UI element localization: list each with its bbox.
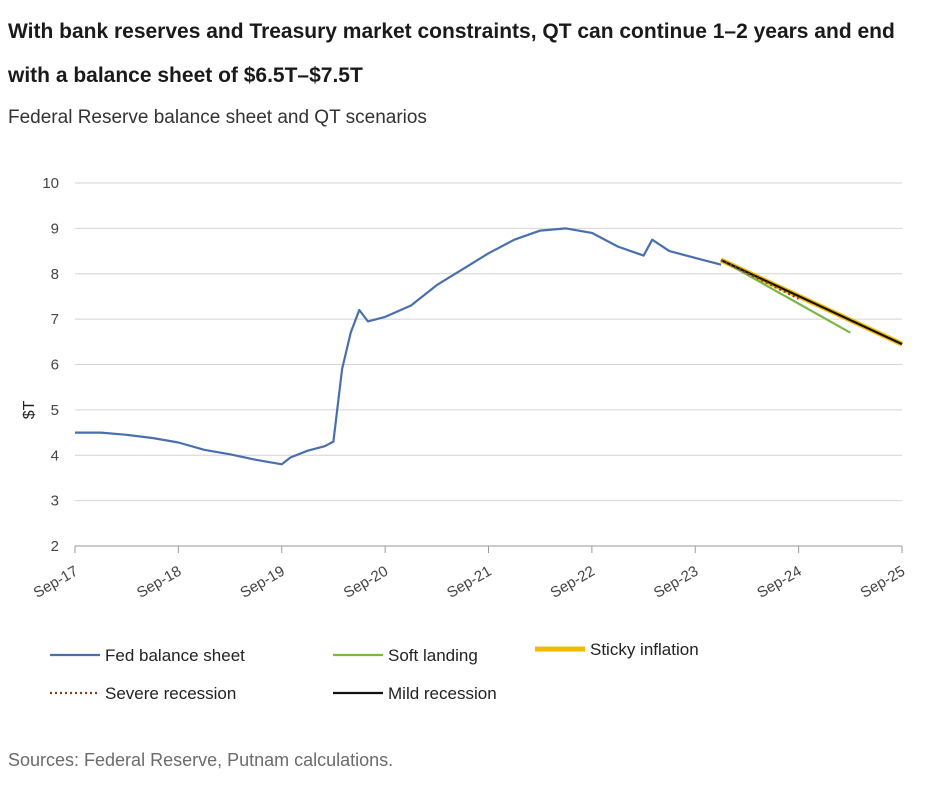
x-tick-label: Sep-25 [858,563,908,602]
y-tick-label: 8 [51,266,59,283]
x-tick-label: Sep-19 [237,563,287,602]
legend-label: Fed balance sheet [105,646,245,665]
source-note: Sources: Federal Reserve, Putnam calcula… [8,750,394,770]
y-tick-label: 9 [51,220,59,237]
x-tick-label: Sep-21 [444,563,494,602]
y-tick-label: 4 [51,447,59,464]
legend-label: Mild recession [388,684,497,703]
chart-subtitle: Federal Reserve balance sheet and QT sce… [8,107,427,128]
chart-title: With bank reserves and Treasury market c… [8,20,895,87]
y-tick-label: 7 [51,311,59,328]
x-tick-label: Sep-17 [31,563,81,602]
series-lines [75,227,904,466]
x-tick-label: Sep-22 [547,563,597,602]
y-tick-label: 10 [42,175,59,192]
x-axis: Sep-17 Sep-18 Sep-19 Sep-20 Sep-21 Sep-22 Sep-… [31,546,908,602]
legend-label: Soft landing [388,646,478,665]
y-tick-label: 6 [51,357,59,374]
y-axis-label: $T [21,400,38,419]
x-tick-label: Sep-20 [341,563,391,602]
series-mild-recession [720,259,903,346]
gridlines [75,182,902,547]
legend-label: Severe recession [105,684,236,703]
x-tick-label: Sep-18 [134,563,184,602]
y-axis-ticks: 2 3 4 5 6 7 8 9 10 [42,175,59,555]
series-fed-balance-sheet [75,227,722,466]
y-tick-label: 2 [51,538,59,555]
legend: Fed balance sheet Soft landing Sticky infl… [50,640,699,703]
legend-label: Sticky inflation [590,640,699,659]
x-tick-label: Sep-23 [651,563,701,602]
x-tick-label: Sep-24 [754,563,804,602]
series-soft-landing [720,259,851,334]
y-tick-label: 5 [51,402,59,419]
y-tick-label: 3 [51,493,59,510]
